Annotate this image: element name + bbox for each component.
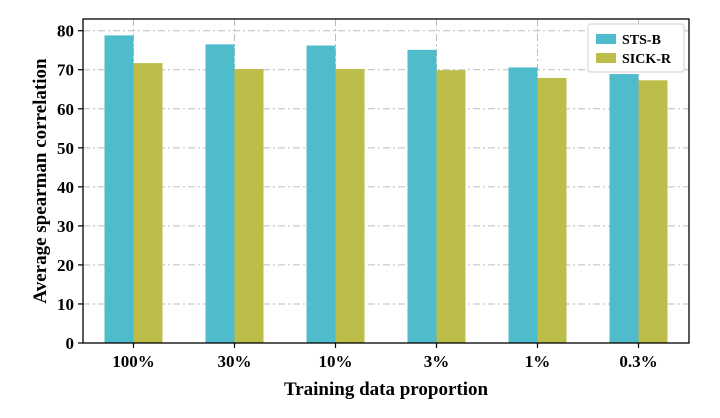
y-tick-label: 20 — [57, 256, 74, 275]
bar-sick-r — [234, 68, 264, 344]
y-axis-title: Average spearman correlation — [30, 58, 51, 304]
x-tick-label: 30% — [218, 352, 252, 371]
y-tick-label: 10 — [57, 295, 74, 314]
x-tick-label: 100% — [112, 352, 155, 371]
y-tick-label: 60 — [57, 100, 74, 119]
legend-label-sick-r: SICK-R — [622, 52, 672, 67]
bars-layer — [104, 35, 668, 344]
y-tick-label: 80 — [57, 22, 74, 41]
legend-swatch-sick-r — [596, 53, 616, 63]
x-tick-label: 10% — [319, 352, 353, 371]
y-axis: 0 10 20 30 40 50 60 70 80 — [57, 22, 83, 353]
bar-sick-r — [335, 68, 365, 344]
bar-sts-b — [306, 45, 336, 343]
y-tick-label: 30 — [57, 217, 74, 236]
x-axis: 100% 30% 10% 3% 1% 0.3% — [112, 343, 658, 371]
plot-frame — [82, 18, 690, 344]
bar-sts-b — [508, 67, 538, 343]
y-tick-label: 40 — [57, 178, 74, 197]
bar-sts-b — [205, 44, 235, 343]
bar-sick-r — [133, 63, 163, 344]
y-tick-label: 0 — [66, 334, 75, 353]
bar-sts-b — [407, 49, 437, 343]
bar-sick-r — [436, 70, 466, 343]
bar-sick-r — [537, 77, 567, 343]
legend: STS-B SICK-R — [587, 23, 685, 73]
legend-label-sts-b: STS-B — [622, 33, 661, 48]
x-tick-label: 3% — [424, 352, 450, 371]
bar-sick-r — [638, 80, 668, 343]
x-tick-label: 1% — [525, 352, 551, 371]
y-tick-label: 70 — [57, 61, 74, 80]
y-tick-label: 50 — [57, 139, 74, 158]
x-axis-title: Training data proportion — [284, 379, 489, 400]
x-tick-label: 0.3% — [619, 352, 657, 371]
legend-swatch-sts-b — [596, 34, 616, 44]
bar-sts-b — [104, 35, 134, 344]
bar-sts-b — [609, 74, 639, 344]
